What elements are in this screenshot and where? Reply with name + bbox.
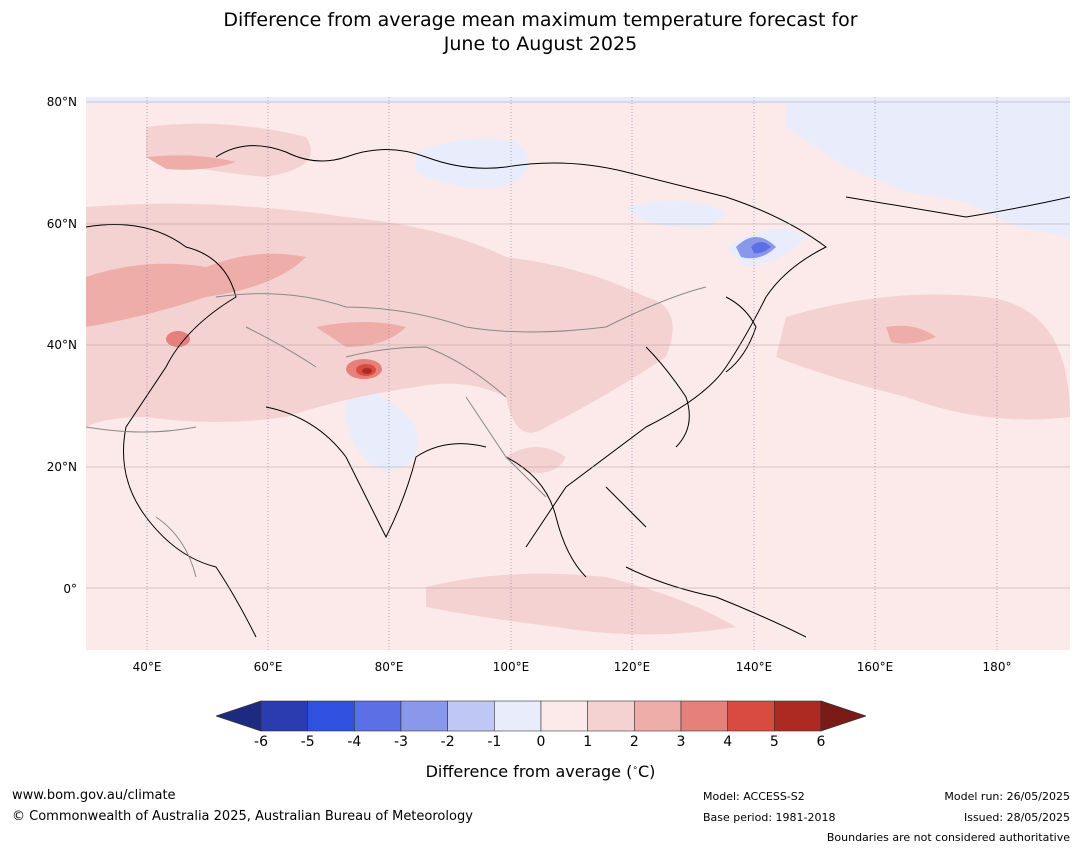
colorbar-tick-label: 6 bbox=[816, 734, 826, 750]
lon-label-100e: 100°E bbox=[492, 660, 530, 674]
footer-disclaimer: Boundaries are not considered authoritat… bbox=[826, 831, 1070, 844]
colorbar-tick-label: 2 bbox=[629, 734, 639, 750]
colorbar-bin bbox=[680, 700, 728, 732]
colorbar-bin bbox=[260, 700, 308, 732]
hot-spot-caucasus bbox=[166, 331, 190, 347]
country-borders bbox=[86, 286, 707, 578]
warm-region-indian-ocean bbox=[426, 573, 736, 635]
colorbar-tick-label: 4 bbox=[723, 734, 733, 750]
title-line-2: June to August 2025 bbox=[443, 33, 638, 55]
colorbar-bin bbox=[400, 700, 448, 732]
meridians bbox=[146, 97, 998, 650]
cool-region-india bbox=[346, 387, 418, 472]
title-line-1: Difference from average mean maximum tem… bbox=[223, 9, 858, 31]
footer-base-period: Base period: 1981-2018 bbox=[703, 811, 836, 824]
colorbar-extend-low bbox=[216, 700, 262, 732]
colorbar-tick-label: -1 bbox=[487, 734, 502, 750]
lat-label-0: 0° bbox=[63, 582, 77, 596]
lat-label-40n: 40°N bbox=[46, 338, 77, 352]
colorbar-bin bbox=[634, 700, 682, 732]
lon-label-40e: 40°E bbox=[132, 660, 162, 674]
colorbar-tick-label: -5 bbox=[300, 734, 315, 750]
footer-issued: Issued: 28/05/2025 bbox=[963, 811, 1070, 824]
lon-label-160e: 160°E bbox=[856, 660, 894, 674]
colorbar-tick-label: 3 bbox=[676, 734, 686, 750]
lat-label-20n: 20°N bbox=[46, 460, 77, 474]
colorbar-label: Difference from average (∘C) bbox=[425, 762, 656, 781]
footer-model-run: Model run: 26/05/2025 bbox=[944, 790, 1070, 803]
colorbar-bin bbox=[774, 700, 822, 732]
forecast-map bbox=[86, 97, 1070, 650]
colorbar-bin bbox=[307, 700, 355, 732]
cool-region-north-siberia bbox=[416, 138, 529, 188]
coastlines bbox=[86, 145, 1070, 638]
lat-label-60n: 60°N bbox=[46, 217, 77, 231]
colorbar bbox=[216, 700, 866, 732]
map-title: Difference from average mean maximum tem… bbox=[0, 8, 1081, 56]
colorbar-bin bbox=[447, 700, 495, 732]
colorbar-bin bbox=[727, 700, 775, 732]
map-canvas bbox=[86, 97, 1070, 650]
footer-model: Model: ACCESS-S2 bbox=[703, 790, 805, 803]
lon-label-180: 180° bbox=[982, 660, 1012, 674]
colorbar-tick-label: -3 bbox=[394, 734, 408, 750]
colorbar-extend-high bbox=[820, 700, 866, 732]
colorbar-bin bbox=[587, 700, 635, 732]
footer-copyright: © Commonwealth of Australia 2025, Austra… bbox=[12, 809, 473, 824]
colorbar-tick-label: 0 bbox=[536, 734, 546, 750]
lat-label-80n: 80°N bbox=[46, 95, 77, 109]
colorbar-bin bbox=[540, 700, 588, 732]
lon-label-140e: 140°E bbox=[735, 660, 773, 674]
lon-label-60e: 60°E bbox=[253, 660, 283, 674]
colorbar-bin bbox=[494, 700, 542, 732]
warm-region-caspian bbox=[86, 253, 306, 327]
lon-label-120e: 120°E bbox=[613, 660, 651, 674]
lon-label-80e: 80°E bbox=[374, 660, 404, 674]
colorbar-tick-label: -2 bbox=[440, 734, 455, 750]
parallels bbox=[86, 101, 1070, 589]
colorbar-tick-label: 1 bbox=[583, 734, 593, 750]
warm-region-north-pacific bbox=[776, 294, 1070, 420]
colorbar-tick-label: -4 bbox=[347, 734, 362, 750]
colorbar-bin bbox=[354, 700, 402, 732]
colorbar-tick-label: 5 bbox=[769, 734, 779, 750]
cool-region-east-siberia bbox=[786, 97, 1070, 237]
colorbar-tick-label: -6 bbox=[254, 734, 268, 750]
footer-website: www.bom.gov.au/climate bbox=[12, 788, 176, 803]
